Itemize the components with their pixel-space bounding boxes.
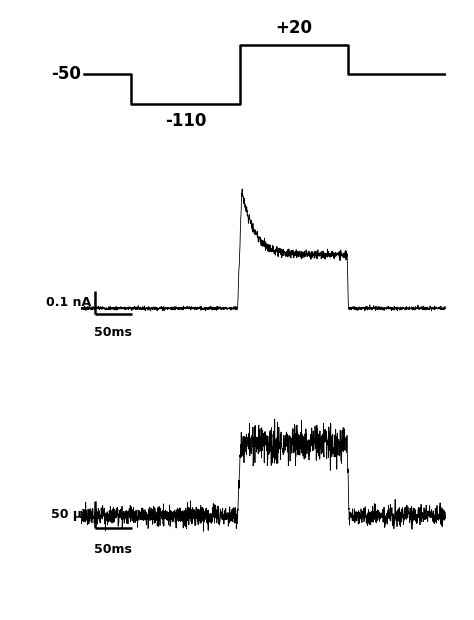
Text: 0.1 nA: 0.1 nA xyxy=(46,296,91,309)
Text: 50 μV: 50 μV xyxy=(51,508,91,521)
Text: -110: -110 xyxy=(164,112,206,130)
Text: -50: -50 xyxy=(51,65,81,84)
Text: +20: +20 xyxy=(275,19,312,37)
Text: 50ms: 50ms xyxy=(94,543,132,556)
Text: 50ms: 50ms xyxy=(94,326,132,339)
